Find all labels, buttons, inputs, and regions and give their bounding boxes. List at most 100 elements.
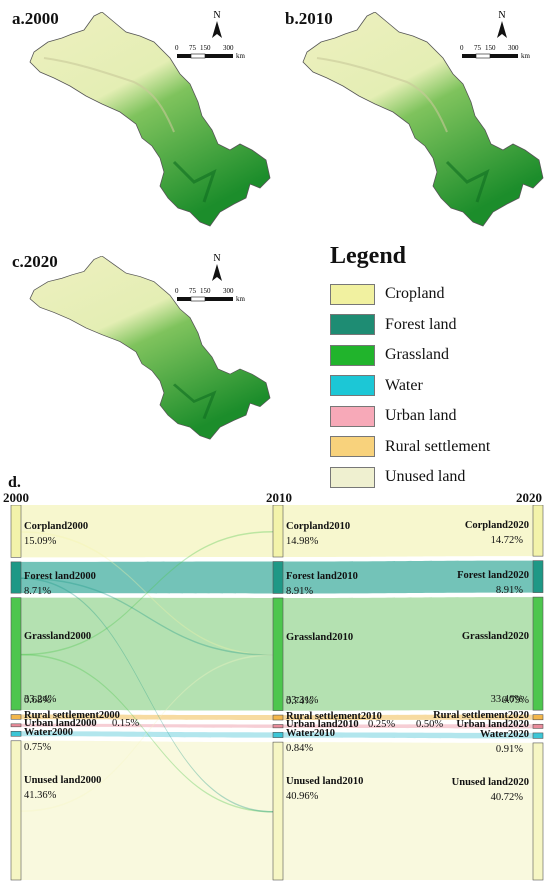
legend-label: Cropland [385, 285, 445, 302]
north-arrow-icon [212, 264, 222, 281]
sankey-pct-crop: 14.72% [490, 535, 523, 547]
legend-item: Grassland [330, 344, 449, 366]
sankey-node-urban-2000 [10, 723, 22, 728]
sankey-flow-forest [21, 561, 273, 594]
sankey-flow-urban [21, 723, 273, 728]
sankey-label-crop: Corpland2010 [286, 520, 351, 532]
sankey-node-crop-2020 [532, 505, 544, 557]
legend-swatch [330, 283, 375, 305]
sankey-flow-unused [283, 742, 533, 880]
sankey-node-forest-2010 [272, 561, 284, 594]
sankey-label-crop: Corpland2020 [464, 520, 529, 532]
sankey-node-rural-2010 [272, 714, 284, 721]
sankey-flow-grass [283, 597, 533, 711]
legend-item: Cropland [330, 283, 445, 305]
legend-label: Grassland [385, 346, 449, 363]
sankey-flow-unused [21, 740, 273, 880]
north-arrow-icon [497, 21, 507, 38]
map-a-compass-scale: N 0 75 150 300 km [175, 10, 246, 60]
sankey-flow-urban [283, 724, 533, 729]
svg-text:0: 0 [175, 287, 179, 295]
legend-label: Unused land [385, 468, 466, 485]
sankey-node-water-2000 [10, 730, 22, 737]
sankey-node-forest-2020 [532, 560, 544, 593]
sankey-pct-grass: 33.24% [24, 694, 57, 706]
sankey-pct-crop: 15.09% [24, 535, 57, 547]
sankey-node-grass-2020 [532, 596, 544, 711]
sankey-node-water-2020 [532, 732, 544, 739]
sankey-node-grass-2000 [10, 597, 22, 711]
sankey-pct-rural: 0.74% [286, 695, 314, 707]
sankey-node-urban-2010 [272, 724, 284, 729]
sankey-flow-rural [21, 714, 273, 721]
svg-text:300: 300 [508, 44, 519, 52]
map-2020 [29, 256, 271, 440]
scale-tick-150: 150 [200, 44, 211, 52]
sankey-label-grass: Grassland2010 [286, 631, 354, 643]
sankey-label-urban: Urban land2010 [286, 719, 359, 731]
sankey-pct-water: 0.75% [24, 741, 52, 753]
panel-a-label: a.2000 [12, 9, 59, 28]
legend-title: Legend [330, 243, 407, 269]
sankey-label-forest: Forest land2010 [286, 571, 358, 583]
north-arrow-icon [212, 21, 222, 38]
sankey-node-unused-2000 [10, 740, 22, 881]
svg-text:300: 300 [223, 287, 234, 295]
sankey-pct-forest: 8.71% [24, 586, 52, 598]
sankey-label-grass: Grassland2000 [24, 631, 92, 643]
sankey-transition-flow [21, 577, 273, 813]
sankey-pct-water: 0.91% [495, 743, 523, 755]
legend-label: Water [385, 376, 423, 394]
map-c-compass-scale: N 0 75 150 300 km [175, 253, 246, 303]
sankey-label-unused: Unused land2000 [24, 774, 102, 786]
sankey-flow-forest [283, 560, 533, 594]
year-2010: 2010 [266, 490, 292, 505]
sankey-pct-forest: 8.91% [286, 586, 314, 598]
sankey-pct-unused: 41.36% [24, 789, 57, 801]
svg-text:km: km [236, 295, 246, 303]
svg-text:75: 75 [189, 287, 197, 295]
sankey-node-unused-2020 [532, 742, 544, 881]
legend-item: Forest land [330, 314, 457, 336]
legend-label: Rural settlement [385, 437, 491, 455]
sankey-label-forest: Forest land2000 [24, 571, 96, 583]
sankey-node-grass-2010 [272, 597, 284, 711]
sankey-flow-water [283, 732, 533, 739]
legend-label: Forest land [385, 315, 457, 333]
sankey-label-water: Water2020 [480, 728, 529, 740]
sankey-label-unused: Unused land2020 [451, 776, 529, 788]
sankey-pct-urban: 0.15% [112, 718, 140, 730]
north-label-a: N [213, 10, 220, 21]
sankey-pct-grass: 33.46% [490, 694, 523, 706]
sankey-flow-crop [283, 505, 533, 558]
legend-swatch [330, 314, 375, 335]
map-2010 [302, 12, 544, 227]
sankey-label-water: Water2010 [286, 727, 335, 739]
sankey-label-rural: Rural settlement2020 [433, 710, 529, 722]
year-2000: 2000 [3, 490, 29, 505]
panel-b-label: b.2010 [285, 9, 333, 28]
legend-item: Unused land [330, 466, 465, 488]
map-2000 [29, 12, 271, 227]
sankey-label-grass: Grassland2020 [461, 631, 529, 642]
svg-text:75: 75 [474, 44, 482, 52]
sankey-label-rural: Rural settlement2010 [286, 710, 382, 722]
map-b-compass-scale: N 0 75 150 300 km [460, 10, 531, 60]
sankey-node-urban-2020 [532, 723, 544, 729]
scale-unit: km [236, 52, 246, 60]
svg-text:km: km [521, 52, 531, 60]
sankey-label-urban: Urban land2020 [456, 719, 529, 731]
sankey-node-water-2010 [272, 732, 284, 738]
legend-swatch [330, 405, 375, 427]
sankey-diagram [10, 505, 544, 881]
sankey-pct-water: 0.84% [286, 742, 314, 754]
sankey-transition-flow [21, 653, 273, 813]
scale-tick-75: 75 [189, 44, 197, 52]
sankey-pct-urban: 0.50% [416, 719, 444, 731]
sankey-pct-crop: 14.98% [286, 535, 319, 547]
sankey-pct-rural: 0.68% [24, 694, 52, 706]
sankey-pct-rural: 0.79% [501, 695, 529, 707]
sankey-flow-crop [21, 505, 273, 558]
svg-text:0: 0 [460, 44, 464, 52]
scale-tick-300: 300 [223, 44, 234, 52]
